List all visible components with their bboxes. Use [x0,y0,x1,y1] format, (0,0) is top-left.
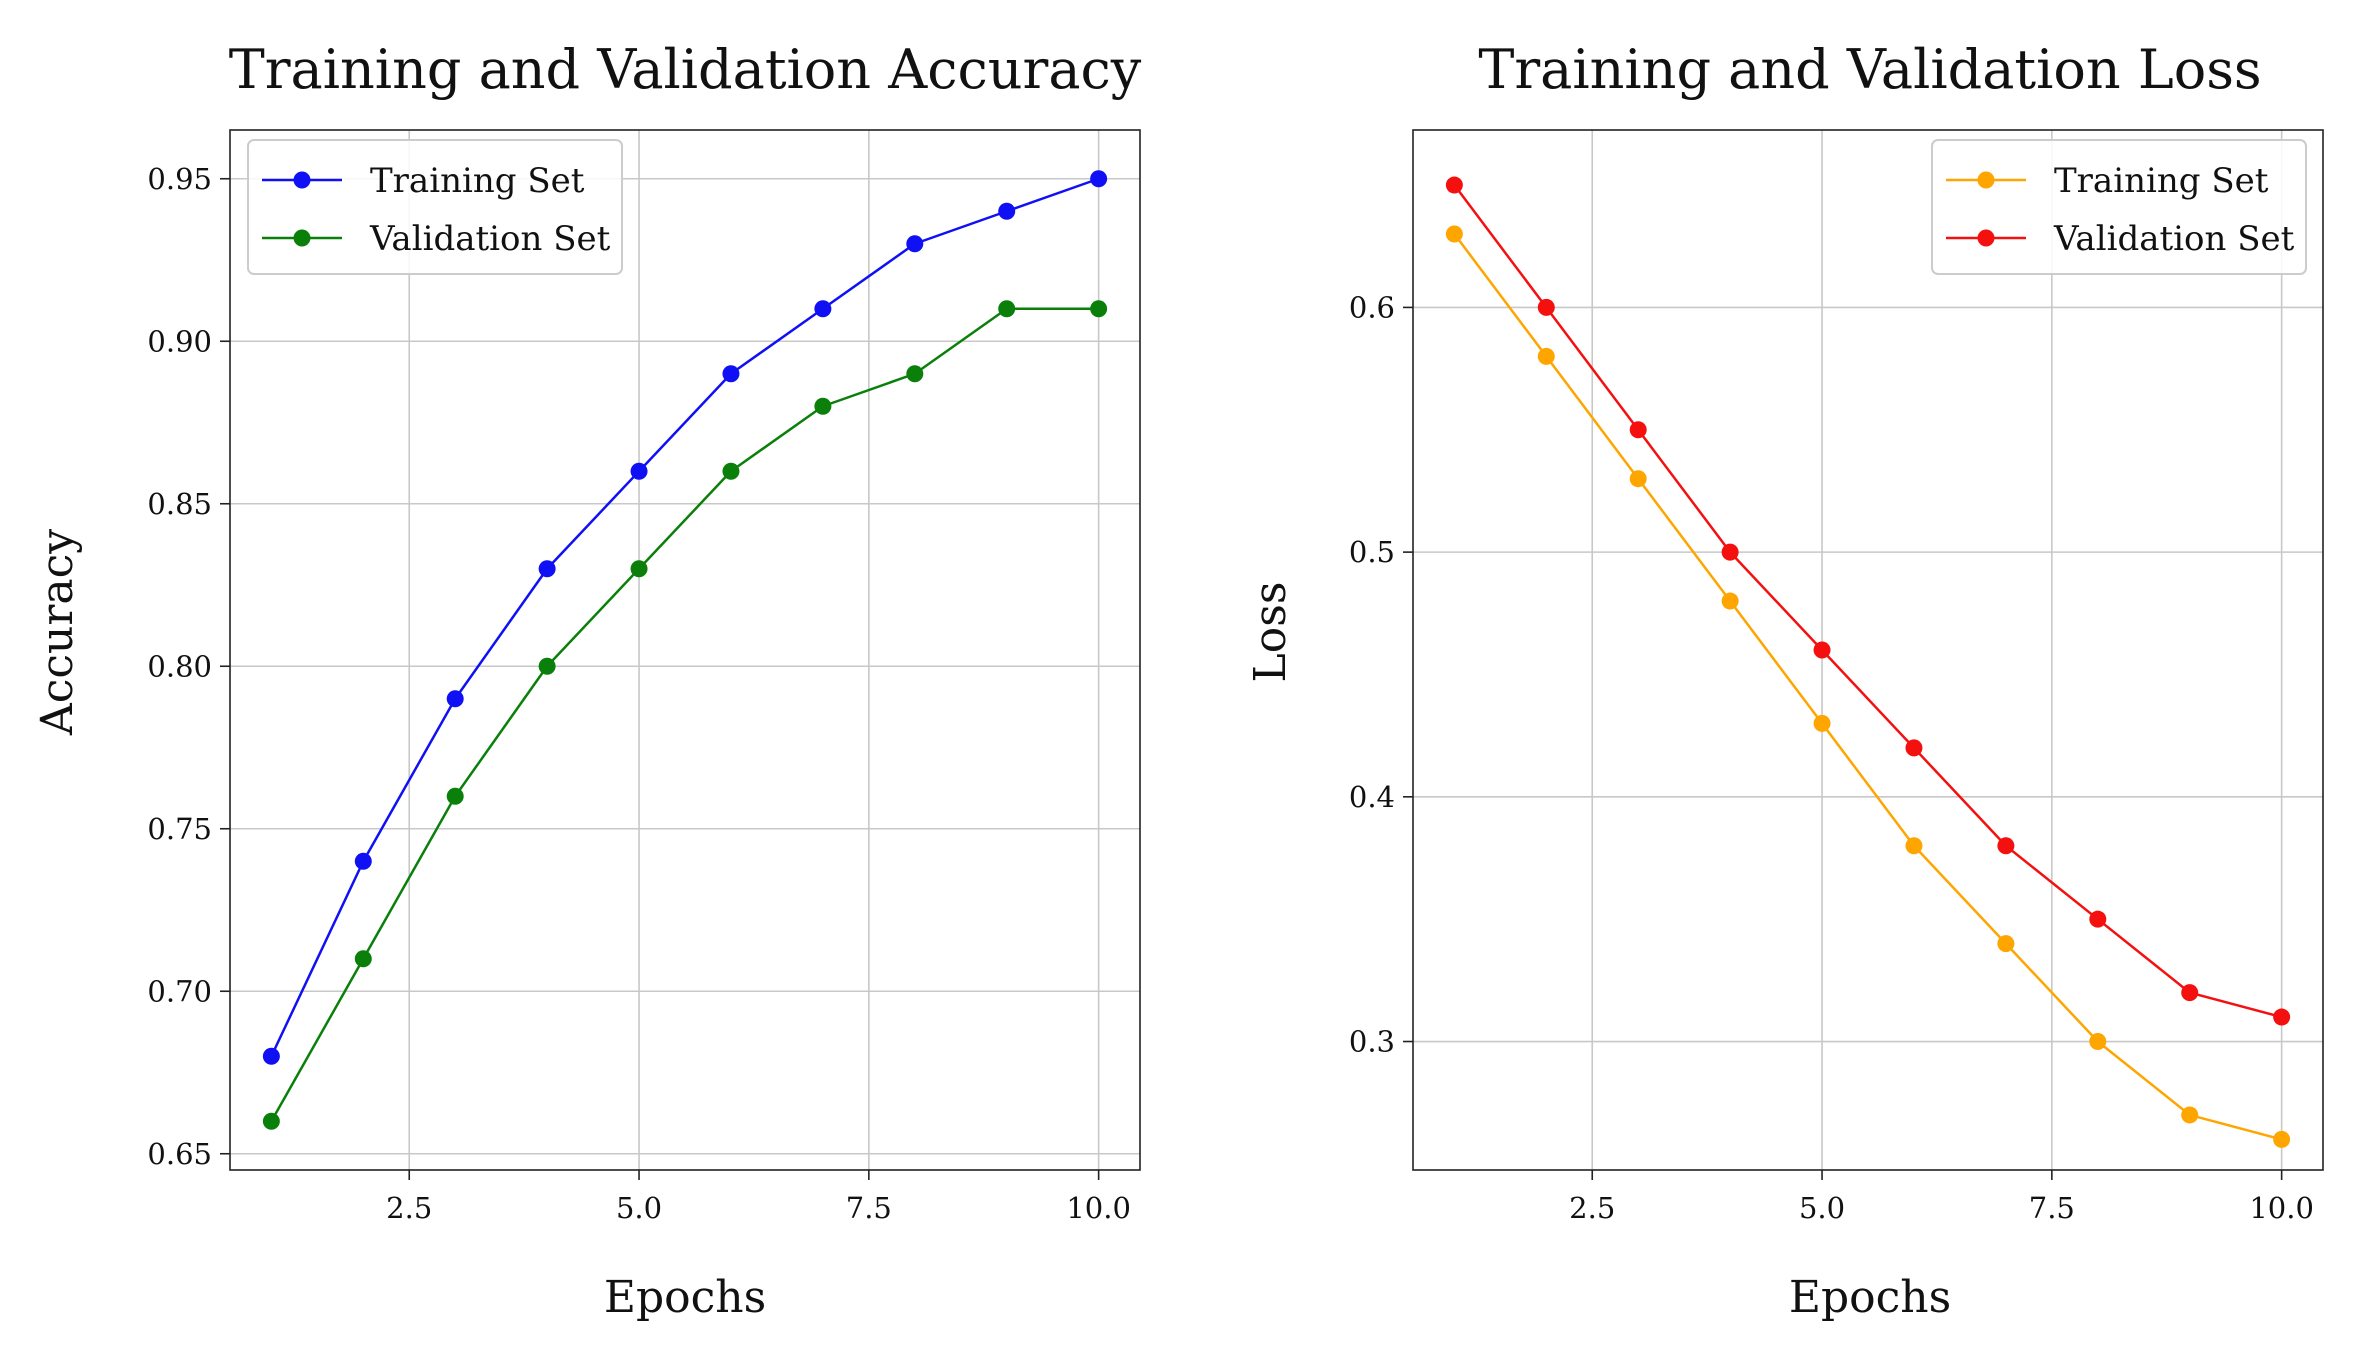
accuracy-chart-title: Training and Validation Accuracy [229,38,1142,101]
accuracy-data-point-validation-set [998,300,1016,318]
loss-plot-area: 2.5 5.0 7.5 10.0 0.3 0.4 0.5 0.6 [1349,129,2324,1225]
loss-x-tick-label: 2.5 [1569,1191,1615,1225]
accuracy-data-point-validation-set [906,365,924,383]
accuracy-axes-frame [229,129,1141,1171]
accuracy-data-point-validation-set [814,397,832,415]
loss-data-point-validation-set [2273,1008,2291,1026]
loss-y-tick-label: 0.6 [1349,290,1395,324]
loss-series-line-training-set [1453,233,2282,1141]
loss-data-point-training-set [1629,470,1647,488]
accuracy-data-point-validation-set [354,950,372,968]
loss-data-point-training-set [1905,837,1923,855]
loss-y-tick-label: 0.4 [1349,780,1395,814]
loss-data-point-validation-set [1997,837,2015,855]
loss-data-point-training-set [2089,1033,2107,1051]
loss-data-point-training-set [1537,347,1555,365]
loss-legend-label-validation: Validation Set [2053,219,2295,259]
accuracy-data-point-training-set [354,852,372,870]
loss-data-point-validation-set [1721,543,1739,561]
loss-data-point-training-set [2181,1106,2199,1124]
accuracy-plot-area: 2.5 5.0 7.5 10.0 0.65 0.70 0.75 0.80 0.85 0.90 0.9… [147,129,1141,1225]
accuracy-y-tick-label: 0.80 [147,649,212,683]
loss-data-point-training-set [1997,935,2015,953]
accuracy-series-line-validation-set [270,307,1099,1122]
loss-data-point-training-set [1445,225,1463,243]
accuracy-data-point-training-set [998,202,1016,220]
accuracy-data-point-validation-set [262,1112,280,1130]
accuracy-x-tick-label: 7.5 [846,1191,892,1225]
accuracy-x-tick-label: 2.5 [386,1191,432,1225]
accuracy-data-point-validation-set [446,787,464,805]
accuracy-data-point-training-set [814,300,832,318]
accuracy-y-tick-label: 0.75 [147,812,212,846]
accuracy-data-point-validation-set [1090,300,1108,318]
loss-data-point-validation-set [1629,421,1647,439]
accuracy-legend: Training Set Validation Set [247,139,623,275]
accuracy-data-point-training-set [722,365,740,383]
loss-y-tick-label: 0.3 [1349,1025,1395,1059]
loss-data-point-validation-set [2181,984,2199,1002]
accuracy-legend-marker-training [293,171,311,189]
accuracy-legend-label-validation: Validation Set [369,219,611,259]
accuracy-data-point-training-set [630,462,648,480]
loss-data-point-validation-set [1445,176,1463,194]
accuracy-data-point-training-set [446,690,464,708]
accuracy-data-point-validation-set [722,462,740,480]
accuracy-x-tick-label: 5.0 [616,1191,662,1225]
accuracy-y-tick-label: 0.95 [147,162,212,196]
accuracy-data-point-training-set [262,1047,280,1065]
loss-legend-marker-training [1977,171,1995,189]
accuracy-data-point-validation-set [630,560,648,578]
loss-chart-title: Training and Validation Loss [1478,38,2261,101]
accuracy-x-tick-label: 10.0 [1066,1191,1131,1225]
accuracy-y-axis-label: Accuracy [32,529,83,736]
loss-data-point-validation-set [1537,298,1555,316]
loss-data-point-training-set [2273,1130,2291,1148]
loss-series-line-validation-set [1453,184,2282,1019]
accuracy-y-tick-label: 0.90 [147,324,212,358]
accuracy-data-point-training-set [538,560,556,578]
loss-chart: Training and Validation Loss Epochs Loss… [1245,38,2324,1323]
accuracy-y-tick-label: 0.70 [147,974,212,1008]
accuracy-series-line-training-set [270,177,1100,1057]
loss-legend-label-training: Training Set [2054,161,2269,201]
loss-data-point-validation-set [2089,910,2107,928]
accuracy-legend-marker-validation [293,229,311,247]
accuracy-data-point-training-set [906,235,924,253]
accuracy-y-tick-label: 0.65 [147,1137,212,1171]
loss-x-tick-label: 10.0 [2249,1191,2314,1225]
accuracy-legend-box [247,139,623,275]
loss-data-point-training-set [1813,714,1831,732]
accuracy-chart: Training and Validation Accuracy Epochs … [32,38,1142,1323]
loss-x-tick-label: 5.0 [1799,1191,1845,1225]
accuracy-x-axis-label: Epochs [604,1272,766,1323]
loss-y-tick-label: 0.5 [1349,535,1395,569]
loss-y-axis-label: Loss [1245,582,1296,683]
loss-legend-marker-validation [1977,229,1995,247]
loss-data-point-training-set [1721,592,1739,610]
accuracy-legend-label-training: Training Set [370,161,585,201]
loss-legend-box [1931,139,2307,275]
accuracy-y-tick-label: 0.85 [147,487,212,521]
accuracy-data-point-training-set [1090,170,1108,188]
accuracy-data-point-validation-set [538,657,556,675]
loss-x-tick-label: 7.5 [2029,1191,2075,1225]
loss-data-point-validation-set [1905,739,1923,757]
loss-axes-frame [1412,129,2324,1171]
loss-legend: Training Set Validation Set [1931,139,2307,275]
loss-x-axis-label: Epochs [1789,1272,1951,1323]
loss-data-point-validation-set [1813,641,1831,659]
